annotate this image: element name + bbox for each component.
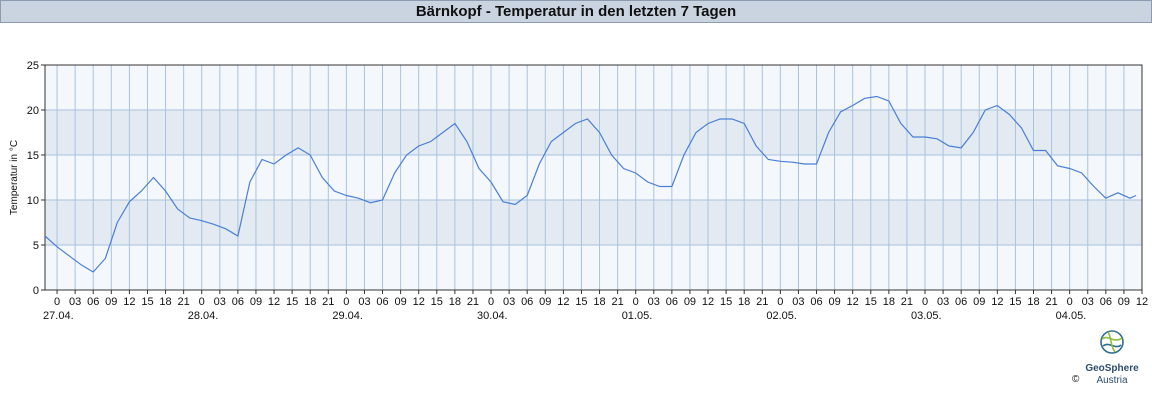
- x-tick-label: 0: [1067, 296, 1073, 308]
- logo-icon: [1100, 330, 1124, 354]
- x-tick-label: 0: [343, 296, 349, 308]
- x-tick-label: 12: [1136, 296, 1148, 308]
- x-tick-label: 18: [1027, 296, 1039, 308]
- x-tick-label: 0: [777, 296, 783, 308]
- x-tick-label: 0: [633, 296, 639, 308]
- x-tick-label: 03: [214, 296, 226, 308]
- x-tick-label: 18: [883, 296, 895, 308]
- plot-area: [45, 65, 1142, 290]
- x-tick-label: 0: [488, 296, 494, 308]
- x-tick-label: 06: [232, 296, 244, 308]
- x-tick-label: 12: [123, 296, 135, 308]
- x-tick-label: 12: [268, 296, 280, 308]
- copyright: ©: [1072, 374, 1080, 385]
- x-tick-label: 09: [394, 296, 406, 308]
- x-tick-label: 06: [1100, 296, 1112, 308]
- y-tick-label: 20: [27, 105, 39, 117]
- logo-name: GeoSphere: [1085, 363, 1139, 374]
- x-tick-label: 09: [828, 296, 840, 308]
- x-tick-label: 06: [376, 296, 388, 308]
- x-tick-label: 12: [702, 296, 714, 308]
- x-date-label: 01.05.: [622, 310, 653, 322]
- x-tick-label: 15: [1009, 296, 1021, 308]
- x-tick-label: 21: [611, 296, 623, 308]
- x-tick-label: 09: [973, 296, 985, 308]
- y-tick-label: 10: [27, 195, 39, 207]
- x-tick-label: 12: [991, 296, 1003, 308]
- x-tick-label: 18: [593, 296, 605, 308]
- x-tick-label: 15: [575, 296, 587, 308]
- x-tick-label: 18: [159, 296, 171, 308]
- x-tick-label: 21: [322, 296, 334, 308]
- x-date-label: 27.04.: [43, 310, 74, 322]
- x-tick-label: 21: [1045, 296, 1057, 308]
- x-tick-label: 0: [199, 296, 205, 308]
- x-tick-label: 21: [901, 296, 913, 308]
- y-tick-label: 15: [27, 150, 39, 162]
- x-tick-label: 03: [503, 296, 515, 308]
- y-tick-label: 0: [33, 285, 39, 297]
- x-tick-label: 06: [521, 296, 533, 308]
- y-tick-label: 5: [33, 240, 39, 252]
- x-tick-label: 03: [792, 296, 804, 308]
- x-tick-label: 15: [431, 296, 443, 308]
- x-tick-label: 12: [413, 296, 425, 308]
- x-tick-label: 06: [666, 296, 678, 308]
- x-tick-label: 15: [720, 296, 732, 308]
- plot-border: [44, 64, 1143, 291]
- x-tick-label: 03: [937, 296, 949, 308]
- y-axis-label: Temperatur in °C: [9, 140, 20, 215]
- x-tick-label: 06: [955, 296, 967, 308]
- x-tick-label: 15: [865, 296, 877, 308]
- x-tick-label: 03: [1082, 296, 1094, 308]
- x-date-label: 04.05.: [1056, 310, 1087, 322]
- band: [45, 110, 1142, 155]
- x-tick-label: 03: [648, 296, 660, 308]
- x-tick-label: 09: [684, 296, 696, 308]
- x-tick-label: 12: [847, 296, 859, 308]
- band: [45, 200, 1142, 245]
- logo-sub: Austria: [1096, 375, 1128, 386]
- x-tick-label: 21: [178, 296, 190, 308]
- x-tick-label: 09: [539, 296, 551, 308]
- x-tick-label: 09: [250, 296, 262, 308]
- x-tick-label: 18: [449, 296, 461, 308]
- x-tick-label: 09: [105, 296, 117, 308]
- x-date-label: 03.05.: [911, 310, 942, 322]
- x-tick-label: 18: [738, 296, 750, 308]
- x-date-label: 28.04.: [188, 310, 219, 322]
- x-tick-label: 21: [467, 296, 479, 308]
- x-tick-label: 0: [922, 296, 928, 308]
- x-date-label: 30.04.: [477, 310, 508, 322]
- x-tick-label: 06: [810, 296, 822, 308]
- y-tick-label: 25: [27, 60, 39, 72]
- temperature-line: [44, 95, 1137, 273]
- x-tick-label: 0: [54, 296, 60, 308]
- x-tick-label: 03: [69, 296, 81, 308]
- x-tick-label: 06: [87, 296, 99, 308]
- chart-title: Bärnkopf - Temperatur in den letzten 7 T…: [0, 0, 1152, 23]
- x-tick-label: 09: [1118, 296, 1130, 308]
- x-tick-label: 21: [756, 296, 768, 308]
- x-date-label: 02.05.: [766, 310, 797, 322]
- x-tick-label: 15: [141, 296, 153, 308]
- x-date-label: 29.04.: [332, 310, 363, 322]
- x-tick-label: 15: [286, 296, 298, 308]
- x-tick-label: 03: [358, 296, 370, 308]
- x-tick-label: 18: [304, 296, 316, 308]
- x-tick-label: 12: [557, 296, 569, 308]
